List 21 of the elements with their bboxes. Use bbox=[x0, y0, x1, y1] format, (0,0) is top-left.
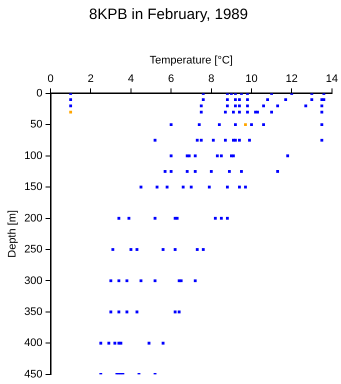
x-tick-label: 6 bbox=[168, 72, 174, 85]
x-tick-label: 10 bbox=[245, 72, 258, 85]
y-tick-label: 250 bbox=[24, 244, 43, 256]
y-axis-title: Depth [m] bbox=[6, 210, 19, 258]
chart-title: 8KPB in February, 1989 bbox=[89, 6, 248, 24]
y-tick-label: 50 bbox=[30, 118, 43, 131]
x-tick-label: 14 bbox=[326, 72, 338, 85]
y-tick-label: 450 bbox=[24, 368, 43, 380]
y-tick-label: 200 bbox=[24, 212, 43, 224]
y-tick-label: 0 bbox=[36, 87, 43, 100]
x-tick-label: 0 bbox=[47, 72, 54, 85]
x-tick-label: 8 bbox=[208, 72, 214, 85]
x-tick-label: 12 bbox=[286, 72, 298, 85]
y-tick-label: 150 bbox=[24, 181, 43, 194]
y-tick-label: 100 bbox=[24, 150, 43, 162]
x-tick-label: 4 bbox=[128, 72, 134, 85]
x-tick-label: 2 bbox=[88, 72, 94, 85]
x-axis-title: Temperature [°C] bbox=[150, 54, 233, 67]
y-tick-label: 400 bbox=[24, 337, 43, 350]
y-tick-label: 300 bbox=[24, 274, 43, 287]
y-tick-label: 350 bbox=[24, 306, 43, 318]
